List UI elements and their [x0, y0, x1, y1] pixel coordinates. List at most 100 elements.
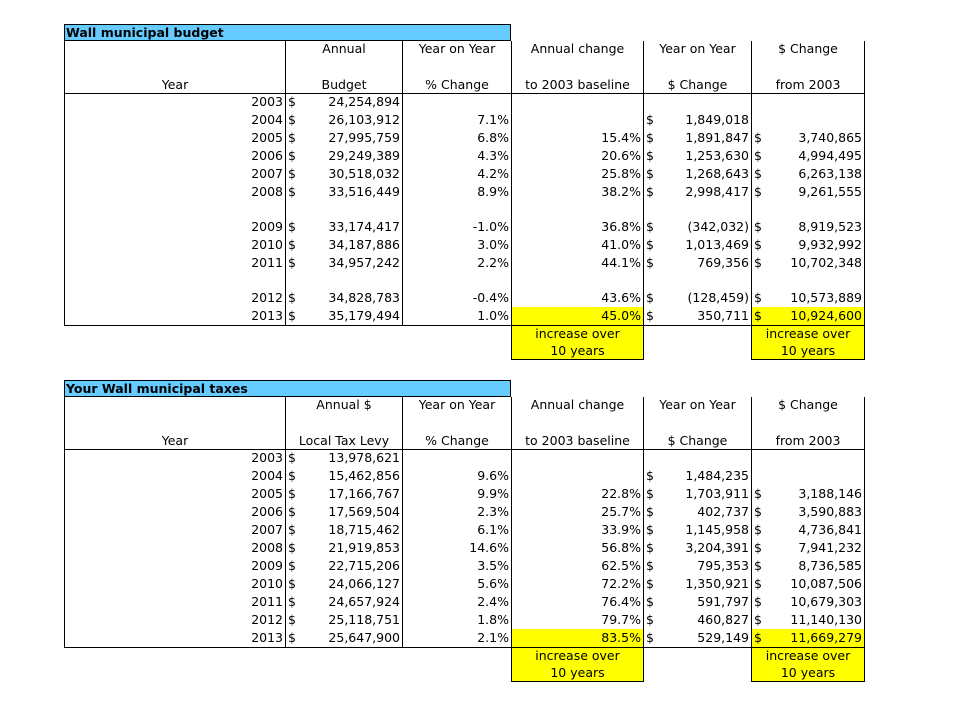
dollar-value: $24,066,127: [288, 576, 400, 592]
note-row: increase over increase over: [65, 647, 865, 664]
amount-value: 24,657,924: [328, 594, 400, 609]
currency-symbol: $: [646, 629, 654, 645]
empty-cell: [644, 325, 752, 342]
dollar-value: $34,828,783: [288, 290, 400, 306]
empty-cell: [403, 325, 512, 342]
amount-cell: $35,179,494: [285, 307, 403, 326]
header-row: Annual Year on Year Annual change Year on Y…: [64, 41, 865, 76]
currency-symbol: $: [646, 255, 654, 270]
amount-value: 795,353: [697, 558, 749, 573]
empty-cell: [403, 342, 512, 359]
dollar-value: $13,978,621: [288, 450, 400, 466]
from-2003-cell: $7,941,232: [751, 539, 865, 557]
header-row: Year Local Tax Levy% Change to 2003 baseli…: [64, 432, 865, 450]
dollar-change-cell: $2,998,417: [643, 183, 752, 201]
table-row: 2010 $34,187,886 3.0% 41.0% $1,013,469 $9,932…: [64, 236, 865, 254]
column-header: % Change: [402, 76, 512, 94]
note-row: 10 years 10 years: [65, 664, 865, 682]
dollar-value: $29,249,389: [288, 148, 400, 164]
dollar-value: $30,518,032: [288, 166, 400, 182]
amount-value: 1,268,643: [685, 166, 749, 181]
from-2003-cell: $4,994,495: [751, 147, 865, 165]
dollar-value: $24,254,894: [288, 94, 400, 110]
pct-change-cell: 4.3%: [402, 147, 512, 165]
amount-value: 8,736,585: [798, 558, 862, 573]
column-header: [64, 41, 286, 76]
from-2003-cell: $8,736,585: [751, 557, 865, 575]
dollar-value: $769,356: [646, 255, 749, 271]
pct-change-cell: 8.9%: [402, 183, 512, 201]
amount-cell: $25,647,900: [285, 629, 403, 648]
dollar-change-cell: $ (128,459): [643, 289, 752, 307]
baseline-change-cell: 44.1%: [511, 254, 644, 272]
table-row: 2009 $22,715,206 3.5% 62.5% $795,353 $8,736,5…: [64, 557, 865, 575]
empty-cell: [644, 342, 752, 359]
column-header: $ Change: [751, 41, 865, 76]
amount-value: 10,924,600: [790, 307, 862, 323]
dollar-value: $529,149: [646, 630, 749, 646]
empty-cell: [65, 664, 286, 681]
year-cell: 2012: [64, 289, 286, 307]
currency-symbol: $: [754, 166, 762, 181]
year-cell: 2005: [64, 485, 286, 503]
empty-cell: [403, 647, 512, 664]
dollar-value: $1,013,469: [646, 237, 749, 253]
baseline-change-cell: 38.2%: [511, 183, 644, 201]
amount-value: 10,087,506: [790, 576, 862, 591]
year-cell: 2007: [64, 521, 286, 539]
amount-value: 7,941,232: [798, 540, 862, 555]
currency-symbol: $: [288, 486, 296, 501]
table-row: 2007 $18,715,462 6.1% 33.9% $1,145,958 $4,736…: [64, 521, 865, 539]
dollar-value: $17,166,767: [288, 486, 400, 502]
dollar-value: $ (342,032): [646, 219, 749, 235]
table-row: 2005 $17,166,767 9.9% 22.8% $1,703,911 $3,188…: [64, 485, 865, 503]
dollar-change-cell: $1,253,630: [643, 147, 752, 165]
column-header: Year on Year: [643, 397, 752, 432]
dollar-change-cell: $402,737: [643, 503, 752, 521]
pct-change-cell: 2.3%: [402, 503, 512, 521]
dollar-change-cell: $769,356: [643, 254, 752, 272]
year-cell: 2012: [64, 611, 286, 629]
table-row: 2007 $30,518,032 4.2% 25.8% $1,268,643 $6,263…: [64, 165, 865, 183]
dollar-value: $3,590,883: [754, 504, 862, 520]
from-2003-cell: $9,261,555: [751, 183, 865, 201]
amount-value: 10,679,303: [790, 594, 862, 609]
dollar-value: $10,924,600: [754, 308, 862, 324]
pct-change-cell: -0.4%: [402, 289, 512, 307]
year-cell: 2004: [64, 111, 286, 129]
amount-value: 24,254,894: [328, 94, 400, 110]
pct-change-cell: -1.0%: [402, 218, 512, 236]
from-2003-cell: $11,669,279: [751, 629, 865, 648]
dollar-value: $1,268,643: [646, 166, 749, 182]
empty-cell: [286, 325, 403, 342]
spacer-cell: [402, 201, 512, 218]
dollar-value: $3,188,146: [754, 486, 862, 502]
table-row: 2012 $34,828,783 -0.4% 43.6% $ (128,459) $10,5…: [64, 289, 865, 307]
pct-change-cell: 9.6%: [402, 467, 512, 485]
increase-note: increase over: [751, 647, 865, 664]
dollar-value: $591,797: [646, 594, 749, 610]
currency-symbol: $: [288, 307, 296, 323]
currency-symbol: $: [646, 130, 654, 145]
column-header: to 2003 baseline: [511, 432, 644, 450]
dollar-change-cell: $350,711: [643, 307, 752, 326]
currency-symbol: $: [754, 594, 762, 609]
spacer-cell: [643, 272, 752, 289]
currency-symbol: $: [288, 148, 296, 163]
from-2003-cell: $10,087,506: [751, 575, 865, 593]
currency-symbol: $: [646, 576, 654, 591]
currency-symbol: $: [288, 612, 296, 627]
table-row: 2012 $25,118,751 1.8% 79.7% $460,827 $11,140,…: [64, 611, 865, 629]
spacer-cell: [285, 272, 403, 289]
column-header: Year: [64, 76, 286, 94]
amount-value: 29,249,389: [328, 148, 400, 163]
dollar-value: $33,516,449: [288, 184, 400, 200]
baseline-change-cell: 72.2%: [511, 575, 644, 593]
pct-change-cell: 7.1%: [402, 111, 512, 129]
currency-symbol: $: [646, 594, 654, 609]
year-cell: 2003: [64, 449, 286, 467]
amount-value: 33,516,449: [328, 184, 400, 199]
spacer-row: [64, 201, 865, 218]
amount-value: 4,736,841: [798, 522, 862, 537]
dollar-value: $8,736,585: [754, 558, 862, 574]
